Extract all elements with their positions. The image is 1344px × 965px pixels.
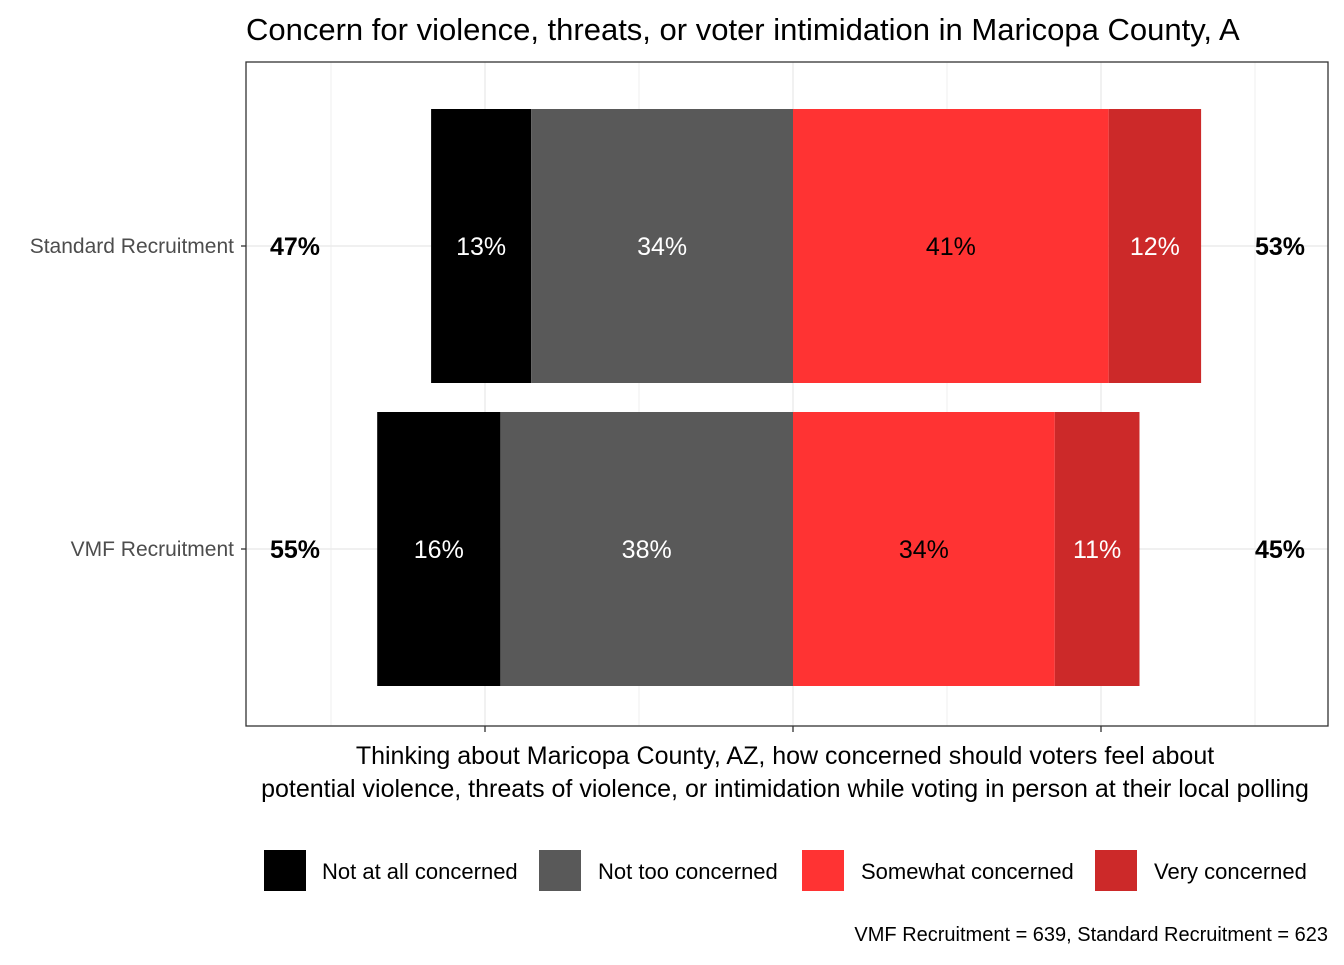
bar-segment xyxy=(793,412,1055,686)
bars xyxy=(377,109,1202,686)
legend-key-swatch xyxy=(539,850,581,891)
legend-key-swatch xyxy=(1095,850,1137,891)
right-total-label: 45% xyxy=(1255,536,1305,564)
bar-segment-label: 41% xyxy=(926,233,976,261)
panel-border xyxy=(245,61,1329,727)
bar-segment xyxy=(1108,109,1202,383)
y-axis-category-label: Standard Recruitment xyxy=(30,235,234,258)
chart-title: Concern for violence, threats, or voter … xyxy=(246,12,1240,47)
left-total-label: 55% xyxy=(270,536,320,564)
legend-label: Not at all concerned xyxy=(322,859,518,884)
bar-segment xyxy=(1054,412,1140,686)
legend-label: Somewhat concerned xyxy=(861,859,1074,884)
y-axis-category-label: VMF Recruitment xyxy=(71,538,235,561)
legend-key-swatch xyxy=(264,850,306,891)
legend: Not at all concerned Not too concerned Som… xyxy=(264,850,1307,891)
bar-segment-label: 13% xyxy=(456,233,506,261)
x-axis-label-line-1: Thinking about Maricopa County, AZ, how … xyxy=(356,742,1214,770)
axes: Standard Recruitment VMF Recruitment xyxy=(30,235,1102,732)
right-total-label: 53% xyxy=(1255,233,1305,261)
legend-key-swatch xyxy=(802,850,844,891)
bar-segment xyxy=(793,109,1109,383)
bar-segment xyxy=(377,412,501,686)
bar-segment xyxy=(531,109,793,383)
legend-label: Not too concerned xyxy=(598,859,778,884)
bar-segment xyxy=(500,412,793,686)
sample-size-caption: VMF Recruitment = 639, Standard Recruitm… xyxy=(854,924,1328,946)
legend-label: Very concerned xyxy=(1154,859,1307,884)
bar-segment-label: 16% xyxy=(414,536,464,564)
bar-segment xyxy=(431,109,532,383)
bar-segment-label: 34% xyxy=(637,233,687,261)
bar-segment-label: 12% xyxy=(1130,233,1180,261)
bar-segment-label: 11% xyxy=(1073,536,1121,564)
x-axis-label-line-2: potential violence, threats of violence,… xyxy=(261,775,1309,803)
bar-segment-label: 34% xyxy=(899,536,949,564)
left-total-label: 47% xyxy=(270,233,320,261)
bar-segment-label: 38% xyxy=(622,536,672,564)
bar-labels: 13% 34% 41% 12% 47% 53% 16% 38% 34% 11% 55% 45% xyxy=(270,233,1305,564)
